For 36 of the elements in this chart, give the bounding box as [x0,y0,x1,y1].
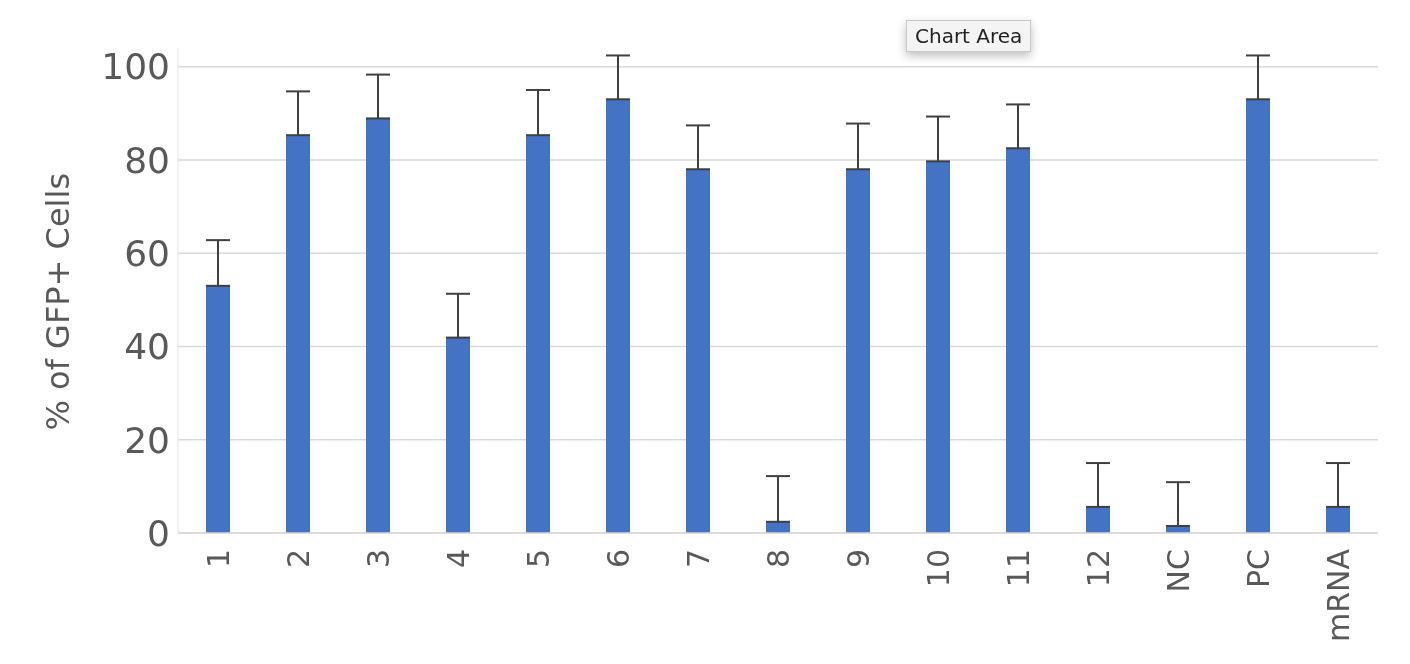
x-tick-label: 6 [600,549,636,569]
x-tick-label: 7 [680,549,716,569]
bar [1006,148,1030,533]
bar [686,169,710,533]
y-tick-label: 0 [147,512,170,554]
x-tick-label: 12 [1080,549,1116,588]
x-tick-label: 9 [840,549,876,569]
bar [1326,506,1350,533]
x-tick-label: 8 [760,549,796,569]
x-tick-label: mRNA [1320,548,1356,643]
y-axis-title: % of GFP+ Cells [39,172,78,431]
x-tick-label: 10 [920,549,956,588]
x-tick-label: PC [1240,549,1276,589]
bar [526,135,550,533]
bar [366,118,390,533]
bar [1246,99,1270,533]
x-tick-label: 2 [280,549,316,569]
x-tick-label: NC [1160,549,1196,593]
y-tick-label: 20 [124,419,170,461]
bar [926,161,950,533]
x-tick-label: 3 [360,549,396,569]
x-tick-label: 4 [440,549,476,569]
annotation: Chart Area [906,20,1032,52]
bar [606,99,630,533]
y-tick-label: 100 [101,46,170,88]
x-tick-label: 1 [200,549,236,569]
bar [446,337,470,533]
y-tick-label: 60 [124,232,170,274]
y-tick-label: 40 [124,326,170,368]
y-tick-label: 80 [124,139,170,181]
bar [206,285,230,533]
bar [286,135,310,533]
x-tick-label: 11 [1000,549,1036,588]
bar [846,169,870,533]
bar [1086,506,1110,533]
x-tick-label: 5 [520,549,556,569]
